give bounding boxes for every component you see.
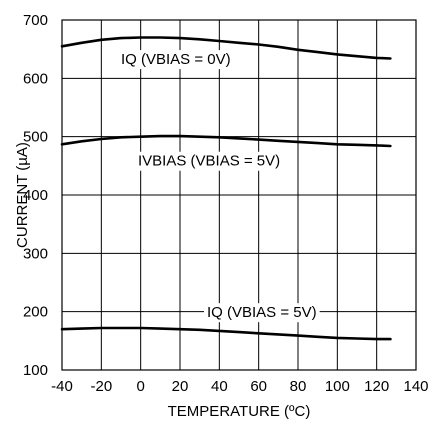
series-label-group-0: IQ (VBIAS = 0V) (118, 50, 234, 70)
series-lines (60, 36, 392, 341)
series-label: IVBIAS (VBIAS = 5V) (138, 153, 280, 170)
x-tick-label: 120 (364, 378, 389, 395)
y-tick-label: 600 (23, 70, 48, 87)
series-line-2 (60, 326, 392, 341)
y-tick-label: 100 (23, 362, 48, 379)
x-tick-label: -20 (90, 378, 112, 395)
series-label-bg (118, 50, 234, 70)
x-tick-label: 80 (290, 378, 307, 395)
y-tick-label: 200 (23, 304, 48, 321)
y-tick-label: 300 (23, 245, 48, 262)
y-tick-label: 500 (23, 129, 48, 146)
series-label: IQ (VBIAS = 5V) (207, 304, 317, 321)
y-tick-labels: 100 200 300 400 500 600 700 (23, 12, 48, 379)
x-axis-title: TEMPERATURE (ºC) (168, 403, 311, 420)
x-tick-label: 40 (211, 378, 228, 395)
series-label-bg (135, 151, 284, 171)
series-labels: IQ (VBIAS = 0V) IVBIAS (VBIAS = 5V) IQ (VB… (118, 50, 320, 323)
x-tick-label: 100 (325, 378, 350, 395)
x-tick-label: -40 (51, 378, 73, 395)
x-tick-label: 140 (403, 378, 428, 395)
y-tick-label: 400 (23, 187, 48, 204)
series-label-group-2: IQ (VBIAS = 5V) (204, 303, 320, 323)
series-label-bg (204, 303, 320, 323)
y-tick-label: 700 (23, 12, 48, 29)
series-line-1 (60, 134, 392, 148)
y-axis-title: CURRENT (µA) (14, 142, 31, 248)
series-line-0 (60, 36, 392, 60)
series-label-group-1: IVBIAS (VBIAS = 5V) (135, 151, 284, 171)
plot-frame (61, 19, 417, 371)
series-label: IQ (VBIAS = 0V) (121, 51, 231, 68)
x-tick-labels: -40 -20 0 20 40 60 80 100 120 140 (51, 378, 428, 395)
x-tick-label: 0 (136, 378, 144, 395)
x-tick-label: 60 (250, 378, 267, 395)
x-tick-label: 20 (172, 378, 189, 395)
